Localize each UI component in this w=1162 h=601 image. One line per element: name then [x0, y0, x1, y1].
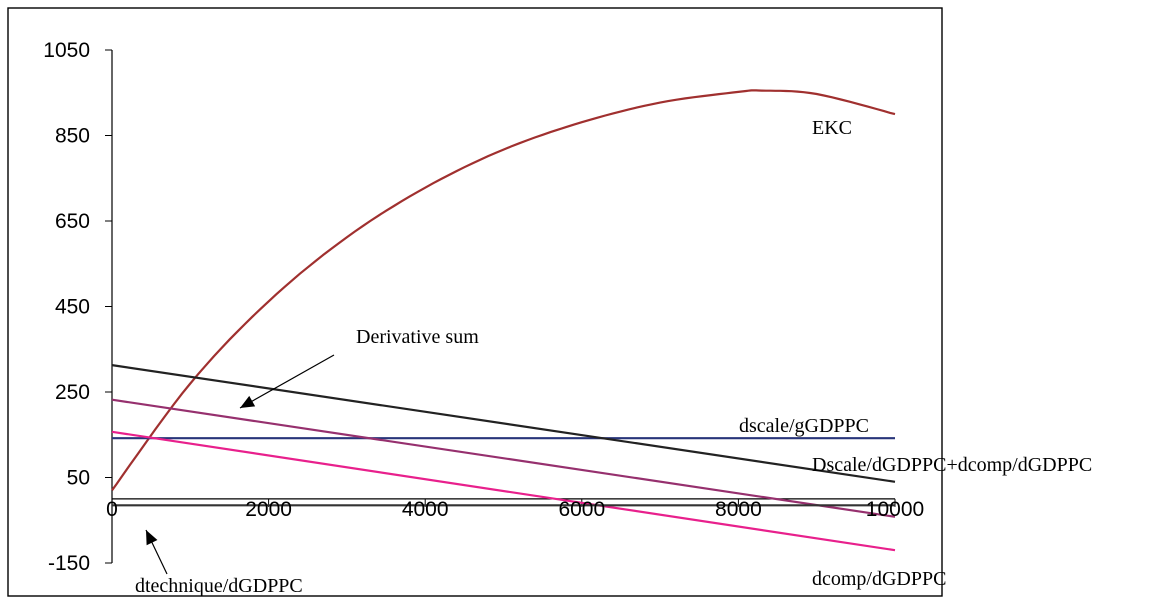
- y-tick-label: 50: [67, 467, 90, 490]
- y-tick-label: 450: [55, 296, 90, 319]
- series-line-dcomp-dgdppc: [111, 430, 896, 552]
- dtechnique-arrow-head: [146, 530, 158, 546]
- annotation-dcomp-dgdppc: dcomp/dGDPPC: [812, 568, 946, 590]
- annotation-dscale-ggdppc: dscale/gGDPPC: [739, 415, 869, 437]
- x-tick-label: 6000: [558, 498, 605, 521]
- x-tick-label: 0: [106, 498, 118, 521]
- annotation-derivative-sum: Derivative sum: [356, 326, 479, 348]
- x-tick-label: 10000: [866, 498, 924, 521]
- chart-frame: [7, 7, 943, 597]
- derivative-sum-arrow: [239, 354, 335, 409]
- derivative-sum-arrow-head: [240, 395, 256, 408]
- y-tick-label: -150: [48, 552, 90, 575]
- series-line-derivative-sum: [111, 398, 896, 518]
- y-tick-label: 1050: [43, 39, 90, 62]
- x-tick-label: 4000: [402, 498, 449, 521]
- x-tick-label: 8000: [715, 498, 762, 521]
- series-group: [111, 89, 896, 552]
- annotation-dtechnique-dgdppc: dtechnique/dGDPPC: [135, 575, 303, 597]
- axes: [105, 49, 896, 564]
- annotations-group: EKC Derivative sum dscale/gGDPPC Dscale/dGD…: [135, 117, 1092, 597]
- x-tick-label: 2000: [245, 498, 292, 521]
- y-tick-label: 850: [55, 125, 90, 148]
- y-tick-label: 250: [55, 381, 90, 404]
- series-line-dscale-dgdppc-dcomp-dgdppc: [111, 364, 896, 483]
- series-line-ekc: [111, 89, 896, 491]
- y-tick-label: 650: [55, 210, 90, 233]
- annotation-dscale-dgdppc-dcomp-dgdppc: Dscale/dGDPPC+dcomp/dGDPPC: [812, 454, 1092, 476]
- labels-group: -150 50 250 450 650 850 1050 0 2000 4000 6000 8000 1…: [43, 39, 924, 575]
- annotation-ekc: EKC: [812, 117, 852, 139]
